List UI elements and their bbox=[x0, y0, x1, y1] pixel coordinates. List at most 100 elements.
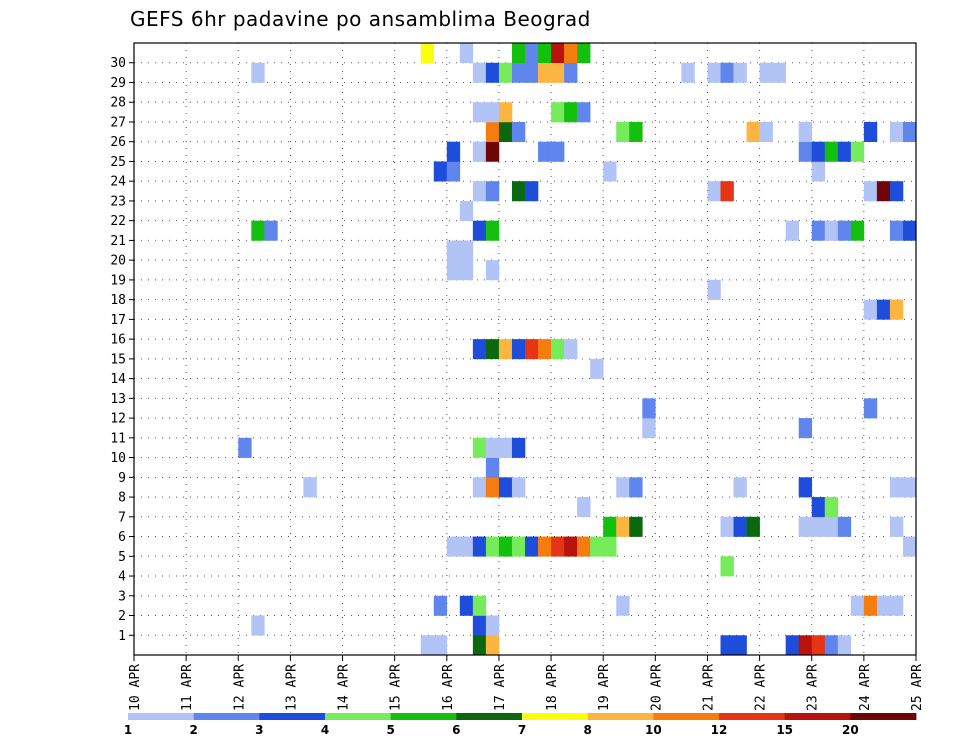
heatmap-cell bbox=[824, 497, 839, 518]
heatmap-cell bbox=[629, 516, 643, 537]
heatmap-cell bbox=[681, 62, 695, 83]
heatmap-cell bbox=[707, 181, 721, 202]
heatmap-cell bbox=[446, 536, 461, 557]
heatmap-cell bbox=[472, 477, 487, 498]
heatmap-cell bbox=[798, 141, 813, 162]
heatmap-cell bbox=[902, 477, 917, 498]
heatmap-cell bbox=[472, 536, 487, 557]
heatmap-cell bbox=[472, 595, 487, 616]
colorbar: 1 2 3 4 5 6 7 8 10 12 15 20 bbox=[124, 713, 917, 737]
colorbar-label: 8 bbox=[583, 723, 591, 737]
heatmap-cell bbox=[538, 43, 552, 64]
heatmap-cell bbox=[485, 457, 500, 478]
heatmap-cell bbox=[577, 102, 591, 123]
x-axis-ticks: 10 APR 11 APR 12 APR 13 APR 14 APR 15 APR 16 A… bbox=[128, 655, 925, 711]
heatmap-cell bbox=[433, 635, 448, 656]
x-tick-label: 15 APR bbox=[389, 664, 404, 711]
heatmap-cell bbox=[511, 121, 526, 143]
x-tick-label: 16 APR bbox=[441, 664, 456, 711]
heatmap-cell bbox=[459, 43, 474, 64]
heatmap-cell bbox=[902, 121, 917, 143]
heatmap-cell bbox=[603, 161, 617, 182]
heatmap-cell bbox=[472, 62, 487, 83]
heatmap-cell bbox=[459, 595, 474, 616]
y-tick-label: 27 bbox=[110, 115, 126, 130]
heatmap-cell bbox=[824, 516, 839, 537]
heatmap-cell bbox=[459, 260, 474, 281]
heatmap-cell bbox=[837, 635, 852, 656]
heatmap-cell bbox=[538, 62, 552, 83]
colorbar-segment bbox=[456, 713, 523, 720]
heatmap-cell bbox=[459, 536, 474, 557]
heatmap-cell bbox=[824, 635, 839, 656]
heatmap-cells bbox=[238, 43, 917, 656]
heatmap-cell bbox=[472, 102, 487, 123]
heatmap-cell bbox=[485, 437, 500, 458]
heatmap-cell bbox=[824, 220, 839, 241]
heatmap-cell bbox=[251, 62, 265, 83]
heatmap-cell bbox=[837, 220, 852, 241]
heatmap-cell bbox=[863, 299, 878, 320]
heatmap-cell bbox=[551, 102, 565, 123]
heatmap-cell bbox=[772, 62, 786, 83]
heatmap-cell bbox=[811, 161, 826, 182]
colorbar-segment bbox=[259, 713, 326, 720]
heatmap-cell bbox=[616, 595, 630, 616]
heatmap-cell bbox=[498, 536, 513, 557]
heatmap-cell bbox=[577, 497, 591, 518]
heatmap-cell bbox=[850, 141, 865, 162]
y-tick-label: 25 bbox=[110, 155, 126, 170]
heatmap-cell bbox=[511, 62, 526, 83]
x-tick-label: 18 APR bbox=[545, 664, 560, 711]
y-tick-label: 15 bbox=[110, 352, 126, 367]
colorbar-segment bbox=[850, 713, 917, 720]
colorbar-label: 2 bbox=[189, 723, 197, 737]
heatmap-cell bbox=[303, 477, 317, 498]
y-tick-label: 3 bbox=[118, 589, 126, 604]
x-tick-label: 21 APR bbox=[702, 664, 717, 711]
heatmap-cell bbox=[498, 62, 513, 83]
heatmap-cell bbox=[863, 121, 878, 143]
heatmap-cell bbox=[485, 339, 500, 360]
colorbar-segment bbox=[325, 713, 392, 720]
heatmap-cell bbox=[485, 141, 500, 162]
y-tick-label: 14 bbox=[110, 372, 126, 387]
heatmap-cell bbox=[889, 220, 904, 241]
heatmap-cell bbox=[577, 43, 591, 64]
y-tick-label: 5 bbox=[118, 550, 126, 565]
heatmap-cell bbox=[472, 615, 487, 636]
y-tick-label: 9 bbox=[118, 471, 126, 486]
heatmap-cell bbox=[863, 181, 878, 202]
heatmap-cell bbox=[551, 62, 565, 83]
heatmap-cell bbox=[720, 556, 734, 577]
colorbar-label: 7 bbox=[518, 723, 526, 737]
heatmap-cell bbox=[785, 220, 799, 241]
heatmap-cell bbox=[525, 536, 539, 557]
heatmap-cell bbox=[538, 536, 552, 557]
heatmap-cell bbox=[498, 121, 513, 143]
heatmap-cell bbox=[511, 477, 526, 498]
heatmap-cell bbox=[837, 141, 852, 162]
colorbar-segment bbox=[193, 713, 260, 720]
x-tick-label: 20 APR bbox=[649, 664, 664, 711]
heatmap-cell bbox=[720, 635, 734, 656]
y-tick-label: 10 bbox=[110, 451, 126, 466]
heatmap-cell bbox=[433, 161, 448, 182]
heatmap-cell bbox=[889, 299, 904, 320]
heatmap-cell bbox=[759, 121, 773, 143]
heatmap-cell bbox=[889, 121, 904, 143]
colorbar-label: 20 bbox=[842, 723, 859, 737]
heatmap-cell bbox=[446, 141, 461, 162]
heatmap-cell bbox=[733, 635, 747, 656]
heatmap-cell bbox=[811, 635, 826, 656]
heatmap-cell bbox=[707, 62, 721, 83]
heatmap-cell bbox=[459, 200, 474, 221]
x-tick-label: 12 APR bbox=[232, 664, 247, 711]
x-tick-label: 11 APR bbox=[180, 664, 195, 711]
heatmap-cell bbox=[876, 595, 891, 616]
y-tick-label: 30 bbox=[110, 56, 126, 71]
heatmap-cell bbox=[446, 161, 461, 182]
heatmap-cell bbox=[733, 477, 747, 498]
heatmap-cell bbox=[902, 536, 917, 557]
y-tick-label: 12 bbox=[110, 412, 126, 427]
